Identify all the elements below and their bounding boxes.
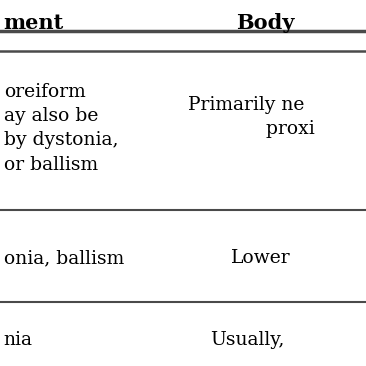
Text: onia, ballism: onia, ballism bbox=[4, 249, 124, 267]
Text: Lower: Lower bbox=[231, 249, 290, 267]
Text: ment: ment bbox=[4, 13, 64, 33]
Text: nia: nia bbox=[4, 330, 33, 349]
Text: Usually,: Usually, bbox=[210, 330, 285, 349]
Text: Primarily ne
             proxi: Primarily ne proxi bbox=[188, 96, 315, 138]
Text: Body: Body bbox=[236, 13, 294, 33]
Text: oreiform
ay also be
by dystonia,
or ballism: oreiform ay also be by dystonia, or ball… bbox=[4, 83, 118, 173]
